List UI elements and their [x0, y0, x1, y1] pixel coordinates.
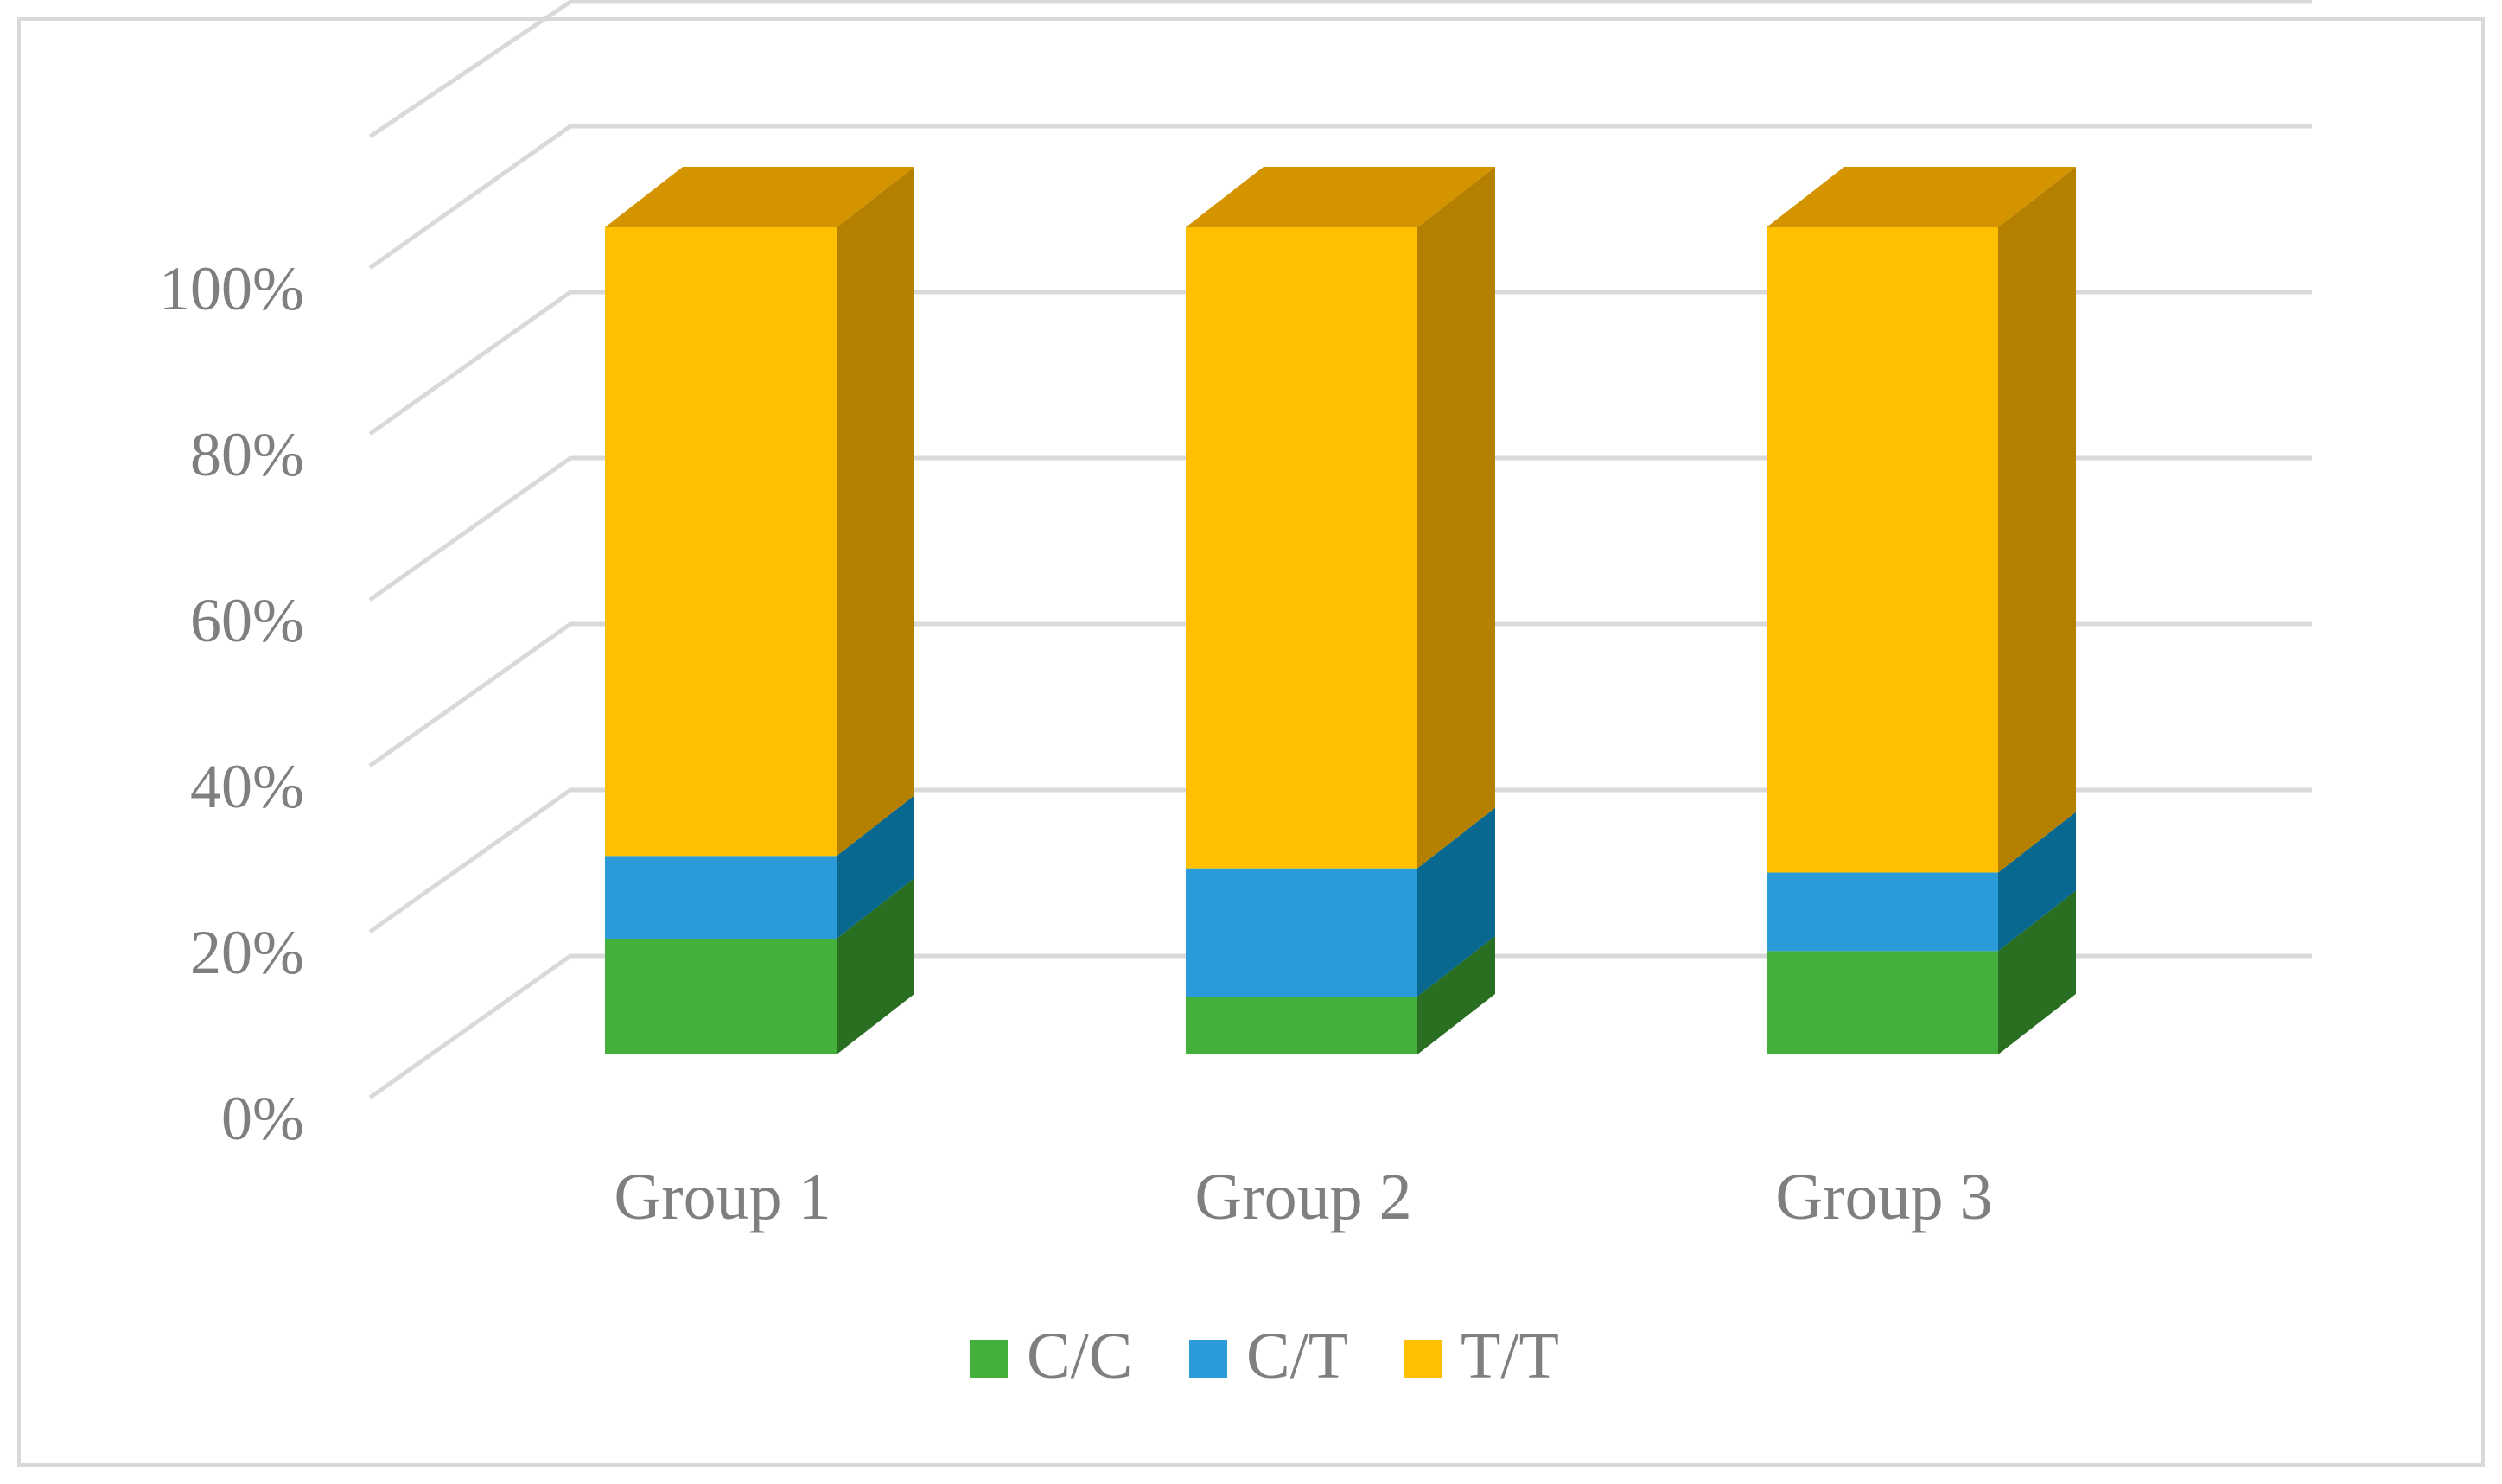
bars — [605, 167, 2076, 1054]
x-axis: Group 1 Group 2 Group 3 — [614, 1161, 1992, 1233]
gridline — [368, 621, 2312, 768]
gridline — [368, 290, 2312, 436]
bar-side-TT-2 — [1417, 167, 1495, 869]
y-tick-label: 60% — [190, 586, 304, 655]
bar-side-CT-2 — [1417, 807, 1495, 997]
y-tick-label: 100% — [159, 254, 304, 323]
bar-side-CC-1 — [837, 878, 914, 1054]
y-axis: 0% 20% 40% 60% 80% 100% — [159, 254, 304, 1153]
bar-side-TT-1 — [837, 167, 914, 857]
y-tick-label: 0% — [221, 1084, 304, 1153]
bar-segment-TT-3 — [1767, 227, 1998, 873]
legend-label: T/T — [1461, 1320, 1559, 1392]
bar-side-CC-2 — [1417, 936, 1495, 1054]
legend-item: T/T — [1404, 1320, 1559, 1392]
bar-segment-CC-3 — [1767, 951, 1998, 1054]
legend-swatch — [1404, 1340, 1442, 1378]
y-tick-label: 80% — [190, 420, 304, 489]
bar-segment-CT-2 — [1186, 868, 1417, 997]
bar-segment-CT-3 — [1767, 872, 1998, 952]
bar-segment-CC-2 — [1186, 997, 1417, 1054]
bar-segment-CC-1 — [605, 939, 837, 1054]
legend-label: C/T — [1246, 1320, 1348, 1392]
legend-label: C/C — [1027, 1320, 1133, 1392]
x-category-label: Group 2 — [1194, 1161, 1411, 1233]
gridline — [368, 455, 2312, 602]
gridline — [368, 0, 2312, 139]
bar-side-CT-3 — [1998, 812, 2076, 952]
bar-segment-CT-1 — [605, 856, 837, 939]
gridline — [368, 953, 2312, 1100]
gridline — [368, 787, 2312, 934]
y-tick-label: 20% — [190, 918, 304, 987]
bar-top-3 — [1767, 167, 2076, 227]
bar-side-CC-3 — [1998, 890, 2076, 1054]
legend-item: C/T — [1189, 1320, 1348, 1392]
legend-item: C/C — [970, 1320, 1133, 1392]
x-category-label: Group 1 — [614, 1161, 831, 1233]
gridlines — [368, 0, 2312, 1100]
bar-top-2 — [1186, 167, 1495, 227]
bar-side-CT-1 — [837, 795, 914, 939]
y-tick-label: 40% — [190, 752, 304, 821]
bar-segment-TT-1 — [605, 227, 837, 857]
bar-side-TT-3 — [1998, 167, 2076, 873]
bar-top-1 — [605, 167, 914, 227]
legend-swatch — [970, 1340, 1008, 1378]
gridline — [368, 124, 2312, 271]
legend: C/C C/T T/T — [970, 1320, 1559, 1392]
legend-swatch — [1189, 1340, 1227, 1378]
x-category-label: Group 3 — [1775, 1161, 1992, 1233]
bar-segment-TT-2 — [1186, 227, 1417, 869]
